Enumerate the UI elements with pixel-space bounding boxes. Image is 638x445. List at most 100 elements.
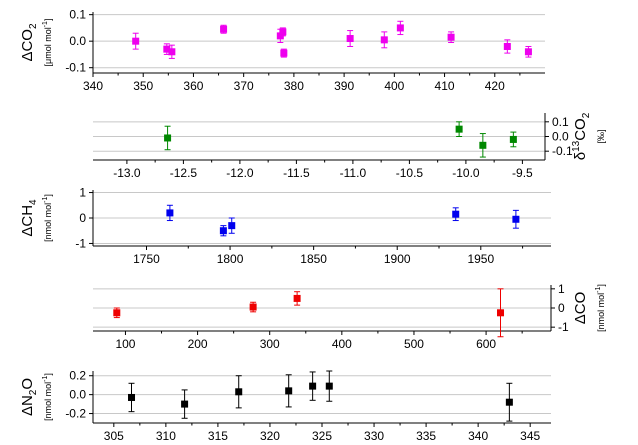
- y-tick-label: 1: [558, 282, 565, 296]
- x-tick-label: 400: [332, 337, 352, 351]
- x-tick-label: -13.0: [113, 166, 141, 180]
- data-point: [166, 209, 174, 217]
- x-tick-label: 1750: [133, 252, 160, 266]
- panel-unit-label: [nmol mol-1]: [42, 373, 53, 421]
- x-tick-label: 1800: [217, 252, 244, 266]
- data-point: [168, 48, 176, 56]
- x-tick-label: 320: [260, 429, 280, 443]
- data-point: [235, 388, 243, 396]
- data-point: [181, 400, 189, 408]
- data-point: [113, 309, 121, 317]
- y-tick-label: 0.1: [69, 8, 86, 22]
- panel-unit-label: [‰]: [596, 129, 606, 143]
- panel-quantity-label: ΔCO2: [19, 23, 39, 62]
- panel-3: 1750 1800 1850 1900 1950 -1 0 1 ΔCH4[nmol mol-1]: [19, 186, 551, 266]
- x-tick-label: 400: [384, 79, 404, 93]
- x-tick-label: -12.0: [226, 166, 254, 180]
- y-tick-label: 0.2: [69, 369, 86, 383]
- data-point: [503, 42, 511, 50]
- panel-unit-label: [nmol mol-1]: [42, 194, 53, 242]
- data-point: [128, 393, 136, 401]
- data-point: [164, 134, 172, 142]
- y-tick-label: 0.0: [69, 34, 86, 48]
- x-tick-label: 420: [485, 79, 505, 93]
- x-tick-label: 370: [234, 79, 254, 93]
- panel-5: 305 310 315 320 325 330 335 340 345 -0.2 0.0 0.2 ΔN2…: [19, 369, 551, 443]
- panel-unit-label: [μmol mol-1]: [42, 19, 53, 67]
- data-point: [219, 227, 227, 235]
- x-tick-label: 315: [208, 429, 228, 443]
- x-tick-label: 305: [104, 429, 124, 443]
- data-point: [220, 25, 228, 33]
- x-tick-label: 335: [416, 429, 436, 443]
- x-tick-label: 300: [260, 337, 280, 351]
- data-point: [132, 37, 140, 45]
- data-point: [396, 24, 404, 32]
- y-tick-label: -1: [558, 320, 569, 334]
- y-tick-label: 0.0: [69, 388, 86, 402]
- data-point: [524, 48, 532, 56]
- data-point: [249, 303, 257, 311]
- panel-quantity-label: ΔN2O: [19, 378, 39, 416]
- data-point: [455, 125, 463, 133]
- panel-2: -13.0 -12.5 -12.0 -11.5 -11.0 -10.5 -10.0 -9.5 -…: [93, 112, 606, 180]
- panel-4: 100 200 300 400 500 600 -1 0 1 ΔCO [nmol mol-1]: [93, 282, 606, 351]
- y-tick-label: -0.1: [552, 144, 573, 158]
- panel-quantity-label: δ13CO2: [571, 112, 592, 160]
- x-tick-label: 325: [312, 429, 332, 443]
- y-tick-label: 0.1: [552, 115, 569, 129]
- data-point: [279, 28, 287, 36]
- x-tick-label: 100: [115, 337, 135, 351]
- y-tick-label: 0.0: [552, 130, 569, 144]
- y-tick-label: 0: [79, 211, 86, 225]
- data-point: [325, 382, 333, 390]
- panel-quantity-label: ΔCH4: [19, 199, 39, 237]
- x-tick-label: 330: [364, 429, 384, 443]
- x-tick-label: 500: [404, 337, 424, 351]
- panel-unit-label: [nmol mol-1]: [595, 284, 606, 332]
- x-tick-label: 1950: [467, 252, 494, 266]
- data-point: [479, 141, 487, 149]
- data-point: [505, 398, 513, 406]
- y-tick-label: -1: [75, 236, 86, 250]
- x-tick-label: -11.0: [340, 166, 367, 180]
- x-tick-label: 200: [188, 337, 208, 351]
- panel-quantity-label: ΔCO: [572, 292, 589, 325]
- x-tick-label: 340: [468, 429, 488, 443]
- x-tick-label: 345: [520, 429, 540, 443]
- x-tick-label: 1900: [384, 252, 411, 266]
- data-point: [280, 49, 288, 57]
- x-tick-label: -9.5: [512, 166, 533, 180]
- data-point: [512, 215, 520, 223]
- data-point: [285, 387, 293, 395]
- data-point: [228, 222, 236, 230]
- data-point: [163, 45, 171, 53]
- data-point: [497, 309, 505, 317]
- x-tick-label: 310: [156, 429, 176, 443]
- data-point: [346, 35, 354, 43]
- x-tick-label: 360: [183, 79, 203, 93]
- panel-1: 340 350 360 370 380 390 400 410 420 -0.1 0.0 0.1 ΔCO…: [19, 8, 545, 93]
- data-point: [509, 135, 517, 143]
- x-tick-label: 380: [284, 79, 304, 93]
- y-tick-label: 1: [79, 186, 86, 200]
- data-point: [293, 294, 301, 302]
- x-tick-label: 340: [83, 79, 103, 93]
- y-tick-label: 0: [558, 301, 565, 315]
- x-tick-label: -10.0: [452, 166, 480, 180]
- data-point: [452, 210, 460, 218]
- x-tick-label: 350: [133, 79, 153, 93]
- x-tick-label: -10.5: [396, 166, 424, 180]
- data-point: [309, 382, 317, 390]
- x-tick-label: 1850: [300, 252, 327, 266]
- x-tick-label: 390: [334, 79, 354, 93]
- x-tick-label: 600: [476, 337, 496, 351]
- x-tick-label: 410: [435, 79, 455, 93]
- x-tick-label: -11.5: [283, 166, 310, 180]
- x-tick-label: -12.5: [170, 166, 198, 180]
- y-tick-label: -0.1: [65, 61, 86, 75]
- y-tick-label: -0.2: [65, 407, 86, 421]
- data-point: [380, 36, 388, 44]
- data-point: [447, 33, 455, 41]
